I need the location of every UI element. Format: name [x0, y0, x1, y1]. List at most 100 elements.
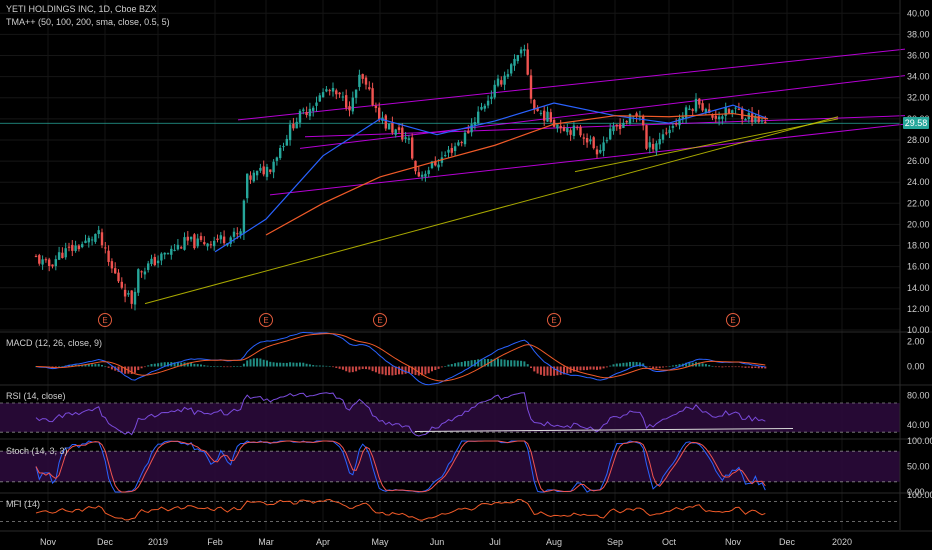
candle	[64, 242, 67, 260]
time-tick-label: Mar	[258, 537, 274, 547]
candle	[645, 124, 648, 151]
macd-histogram-bar	[388, 366, 391, 376]
earnings-marker[interactable]: E	[259, 313, 273, 327]
price-tick-label: 26.00	[907, 156, 930, 166]
candle	[90, 236, 94, 246]
macd-histogram-bar	[295, 362, 298, 367]
trend-line	[144, 116, 839, 305]
macd-histogram-bar	[599, 366, 602, 370]
macd-histogram-bar	[289, 362, 292, 367]
candle	[364, 75, 368, 90]
macd-histogram-bar	[167, 362, 169, 367]
candle	[543, 105, 546, 126]
svg-text:E: E	[377, 316, 382, 325]
macd-histogram-bar	[737, 366, 740, 368]
candle	[183, 232, 186, 251]
candle	[533, 98, 536, 114]
candle	[295, 117, 298, 129]
macd-histogram-bar	[688, 362, 691, 367]
macd-histogram-bar	[117, 366, 120, 372]
candle	[460, 140, 463, 147]
candle	[321, 88, 325, 98]
macd-histogram-bar	[262, 359, 265, 367]
macd-histogram-bar	[718, 366, 721, 368]
candle	[503, 71, 506, 91]
candle	[523, 44, 526, 57]
macd-histogram-bar	[417, 366, 420, 376]
macd-histogram-bar	[394, 366, 397, 375]
candle	[582, 133, 585, 146]
earnings-marker[interactable]: E	[726, 313, 740, 327]
candle	[216, 234, 219, 243]
sma-100-line	[265, 112, 769, 236]
candle	[605, 137, 609, 144]
candle	[559, 119, 562, 134]
macd-histogram-bar	[153, 363, 156, 367]
macd-histogram-bar	[190, 362, 193, 367]
tma-indicator-label[interactable]: TMA++ (50, 100, 200, sma, close, 0.5, 5)	[6, 17, 170, 27]
macd-histogram-bar	[592, 366, 595, 370]
candle	[417, 165, 420, 178]
macd-histogram-bar	[355, 366, 358, 372]
stoch-label[interactable]: Stoch (14, 3, 3)	[6, 446, 68, 456]
time-tick-label: Sep	[607, 537, 623, 547]
candle	[404, 132, 407, 143]
earnings-marker[interactable]: E	[98, 313, 112, 327]
candle	[298, 109, 302, 128]
macd-histogram-bar	[219, 366, 222, 367]
macd-histogram-bar	[213, 366, 216, 367]
macd-histogram-bar	[322, 365, 325, 367]
pane-tick-label: 2.00	[907, 337, 925, 347]
candle	[279, 144, 282, 160]
macd-histogram-bar	[675, 364, 678, 367]
macd-label[interactable]: MACD (12, 26, close, 9)	[6, 338, 103, 348]
macd-histogram-bar	[447, 364, 450, 367]
candle	[302, 107, 305, 115]
macd-histogram-bar	[381, 366, 384, 375]
stoch-d-line	[35, 440, 766, 493]
macd-histogram-bar	[497, 358, 499, 367]
earnings-marker[interactable]: E	[547, 313, 561, 327]
mfi-legend: MFI (14)	[6, 499, 40, 509]
macd-histogram-bar	[612, 364, 615, 367]
price-tick-label: 14.00	[907, 283, 930, 293]
time-tick-label: Nov	[725, 537, 742, 547]
signal-line	[35, 333, 766, 382]
macd-histogram-bar	[549, 366, 552, 376]
candle	[199, 232, 203, 242]
macd-histogram-bar	[196, 364, 199, 367]
candle	[249, 171, 252, 184]
candle	[74, 240, 77, 253]
macd-histogram-bar	[698, 362, 701, 367]
macd-legend: MACD (12, 26, close, 9)	[6, 338, 102, 348]
mfi-label[interactable]: MFI (14)	[6, 499, 41, 509]
macd-histogram-bar	[292, 362, 295, 367]
earnings-marker[interactable]: E	[373, 313, 387, 327]
candle	[668, 125, 671, 139]
candle	[156, 255, 160, 268]
macd-histogram-bar	[87, 364, 90, 367]
candle	[282, 142, 285, 151]
symbol-title[interactable]: YETI HOLDINGS INC, 1D, Cboe BZX	[6, 4, 157, 14]
rsi-label[interactable]: RSI (14, close)	[6, 391, 66, 401]
mfi-line	[35, 498, 766, 521]
candle	[453, 142, 457, 157]
macd-histogram-bar	[734, 366, 737, 368]
macd-histogram-bar	[384, 366, 387, 376]
macd-histogram-bar	[229, 366, 232, 368]
candle	[193, 233, 196, 250]
macd-histogram-bar	[368, 366, 371, 370]
macd-histogram-bar	[714, 366, 717, 368]
candle	[222, 230, 226, 246]
time-tick-label: Dec	[97, 537, 114, 547]
price-tick-label: 20.00	[907, 219, 930, 229]
price-tick-label: 18.00	[907, 241, 930, 251]
price-tick-label: 40.00	[907, 8, 930, 18]
time-tick-label: Nov	[40, 537, 57, 547]
candle	[358, 69, 361, 91]
macd-histogram-bar	[473, 359, 476, 367]
candle	[678, 114, 681, 130]
